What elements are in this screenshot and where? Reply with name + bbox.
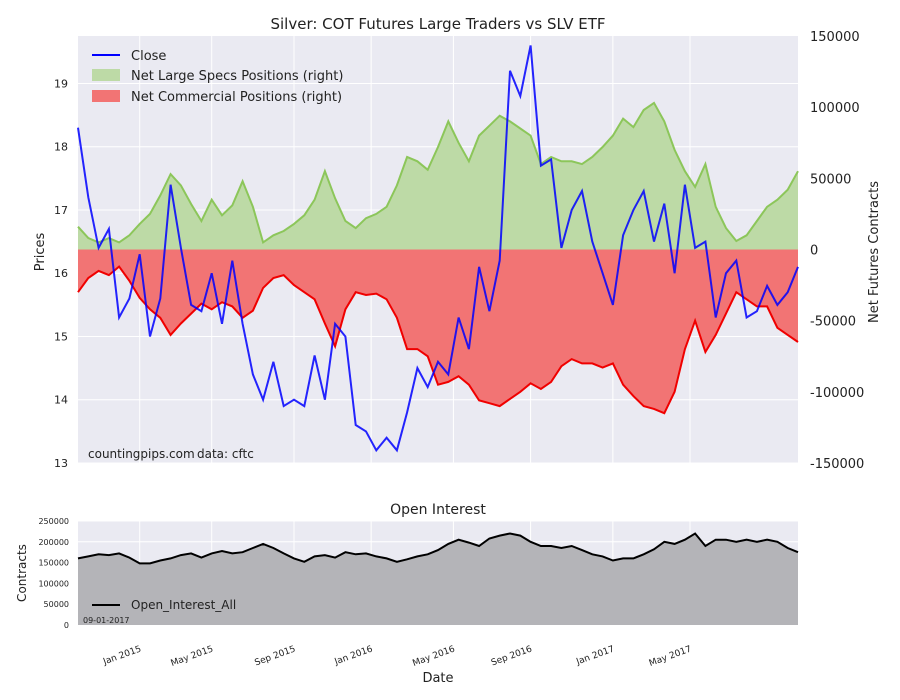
main-chart: 13 14 15 16 17 18 19 -150000 -100000 -50000 0 5000…	[33, 15, 882, 472]
legend-commercial-label: Net Commercial Positions (right)	[131, 90, 342, 105]
main-legend: Close Net Large Specs Positions (right) …	[92, 49, 343, 105]
left-axis-ticks: 13 14 15 16 17 18 19	[54, 77, 68, 470]
right-tick-label: 100000	[810, 101, 860, 116]
right-axis-label: Net Futures Contracts	[867, 181, 882, 323]
close-price-line	[77, 45, 799, 453]
legend-close-label: Close	[131, 49, 166, 64]
open-interest-area	[78, 533, 798, 625]
date-tick-label: Jan 2017	[574, 644, 616, 667]
oi-tick-label: 250000	[38, 517, 69, 526]
right-tick-label: -50000	[810, 315, 856, 330]
legend-specs-label: Net Large Specs Positions (right)	[131, 69, 343, 84]
legend-oi-label: Open_Interest_All	[131, 598, 236, 612]
legend-commercial-swatch	[92, 90, 120, 102]
right-tick-label: 150000	[810, 30, 860, 45]
left-tick-label: 16	[54, 267, 68, 280]
open-interest-line	[77, 532, 799, 565]
oi-tick-label: 200000	[38, 538, 69, 547]
right-tick-label: -100000	[810, 386, 864, 401]
right-axis-ticks: -150000 -100000 -50000 0 50000 100000 150000	[810, 30, 864, 472]
oi-date-label: 09-01-2017	[83, 616, 130, 625]
net-commercial-line	[77, 265, 799, 415]
main-chart-title: Silver: COT Futures Large Traders vs SLV…	[270, 15, 605, 33]
date-tick-label: Jan 2016	[333, 644, 375, 667]
right-tick-label: 0	[810, 244, 818, 259]
oi-chart-title: Open Interest	[390, 502, 486, 518]
left-tick-label: 17	[54, 204, 68, 217]
data-annotation: data: cftc	[197, 447, 254, 461]
date-axis-ticks: Jan 2015 May 2015 Sep 2015 Jan 2016 May 2016…	[101, 644, 693, 669]
oi-tick-label: 150000	[38, 559, 69, 568]
open-interest-chart: 0 50000 100000 150000 200000 250000 Jan 2015 M…	[15, 502, 799, 686]
left-tick-label: 14	[54, 394, 68, 407]
date-tick-label: Jan 2015	[101, 644, 143, 667]
oi-tick-label: 0	[64, 621, 69, 630]
left-tick-label: 13	[54, 457, 68, 470]
date-tick-label: May 2016	[411, 644, 456, 669]
date-axis-label: Date	[422, 671, 453, 686]
source-annotation: countingpips.com	[88, 447, 195, 461]
date-tick-label: May 2017	[648, 644, 693, 669]
left-tick-label: 18	[54, 141, 68, 154]
net-large-specs-area	[78, 102, 798, 250]
left-tick-label: 19	[54, 77, 68, 90]
left-tick-label: 15	[54, 330, 68, 343]
left-axis-label: Prices	[33, 233, 48, 272]
legend-specs-swatch	[92, 69, 120, 81]
right-tick-label: 50000	[810, 172, 851, 187]
oi-axis-ticks: 0 50000 100000 150000 200000 250000	[38, 517, 69, 630]
right-tick-label: -150000	[810, 457, 864, 472]
oi-legend: Open_Interest_All	[92, 598, 236, 612]
net-large-specs-line	[77, 101, 799, 245]
date-tick-label: Sep 2015	[253, 644, 297, 668]
oi-axis-label: Contracts	[15, 544, 29, 602]
oi-tick-label: 50000	[44, 600, 69, 609]
oi-tick-label: 100000	[38, 579, 69, 588]
date-tick-label: Sep 2016	[490, 644, 534, 668]
date-tick-label: May 2015	[170, 644, 215, 669]
